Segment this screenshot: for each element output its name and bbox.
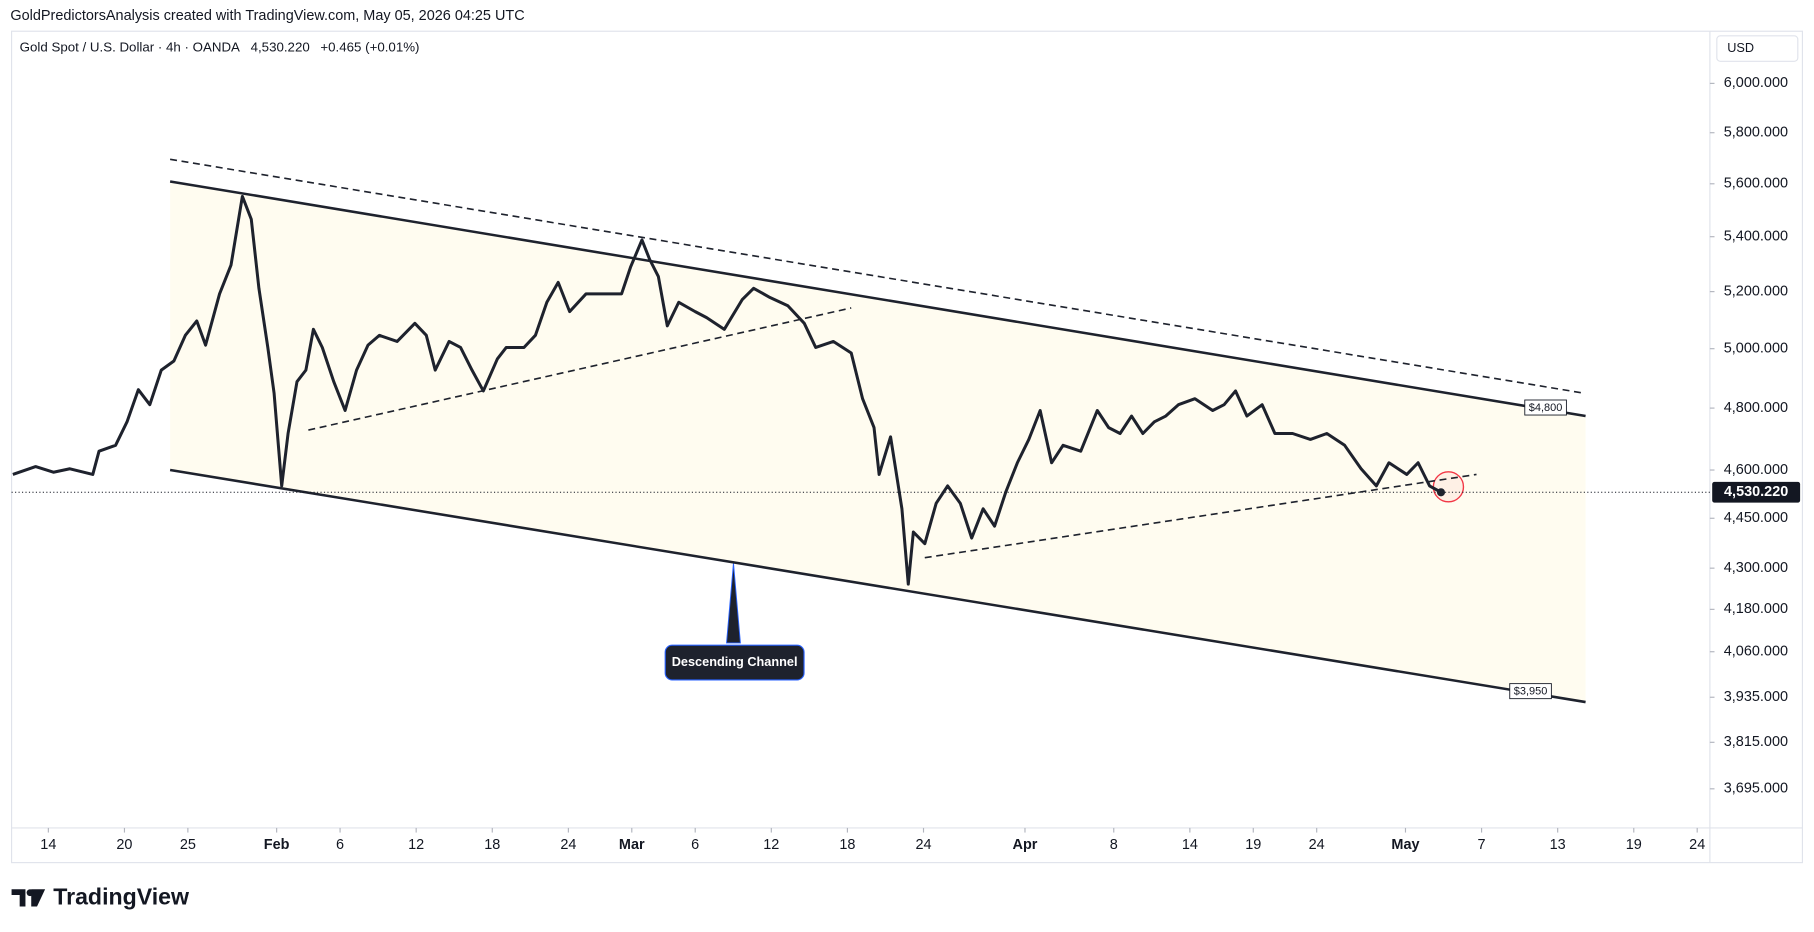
- x-tick-label: 24: [1689, 837, 1705, 853]
- channel-fill: [170, 181, 1586, 703]
- last-price-tag: [1712, 481, 1801, 503]
- y-tick-label: 5,600.000: [1724, 176, 1788, 192]
- x-tick-label: 18: [839, 837, 855, 853]
- x-tick-label: 14: [1182, 837, 1198, 853]
- last-price-label: 4,530.220: [1724, 484, 1788, 500]
- attribution: GoldPredictorsAnalysis created with Trad…: [10, 8, 524, 24]
- x-tick-label: 12: [408, 837, 424, 853]
- trendline: [308, 307, 852, 431]
- chart-frame: [10, 30, 1804, 864]
- legend-price: 4,530.220: [251, 39, 310, 54]
- price-label: $3,950: [1514, 686, 1548, 698]
- y-tick-label: 3,935.000: [1724, 689, 1788, 705]
- x-tick-label: Apr: [1013, 837, 1038, 853]
- y-tick-label: 4,180.000: [1724, 601, 1788, 617]
- callout-text: Descending Channel: [672, 654, 798, 669]
- y-tick-label: 4,600.000: [1724, 462, 1788, 478]
- legend-title: Gold Spot / U.S. Dollar · 4h · OANDA: [20, 39, 240, 54]
- x-tick-label: Feb: [264, 837, 290, 853]
- y-tick-label: 3,695.000: [1724, 781, 1788, 797]
- callout-box: [664, 644, 805, 681]
- x-tick-label: 24: [915, 837, 931, 853]
- x-tick-label: 6: [691, 837, 699, 853]
- legend-change: +0.465 (+0.01%): [320, 39, 419, 54]
- channel-fill: [170, 181, 1586, 703]
- price-label-box: [1509, 683, 1552, 700]
- x-tick-label: 13: [1550, 837, 1566, 853]
- x-tick-label: 12: [763, 837, 779, 853]
- x-tick-label: 19: [1245, 837, 1261, 853]
- price-label-box: [1524, 399, 1567, 416]
- highlight-circle: [1432, 471, 1465, 503]
- y-tick-label: 5,400.000: [1724, 229, 1788, 245]
- trendline: [169, 468, 1586, 704]
- x-tick-label: 25: [180, 837, 196, 853]
- y-tick-label: 4,800.000: [1724, 400, 1788, 416]
- x-tick-label: 24: [560, 837, 576, 853]
- price-line: [12, 194, 1442, 586]
- x-tick-label: 7: [1478, 837, 1486, 853]
- x-tick-label: May: [1391, 837, 1419, 853]
- trendline: [169, 180, 1586, 418]
- y-tick-label: 6,000.000: [1724, 75, 1788, 91]
- x-tick-label: 18: [484, 837, 500, 853]
- y-unit: USD: [1727, 40, 1754, 55]
- x-tick-label: 24: [1309, 837, 1325, 853]
- last-price-dot: [1436, 488, 1446, 497]
- trendline: [169, 158, 1584, 394]
- x-tick-label: 8: [1110, 837, 1118, 853]
- unit-box[interactable]: [1716, 35, 1799, 62]
- y-tick-label: 4,300.000: [1724, 560, 1788, 576]
- x-tick-label: Mar: [619, 837, 645, 853]
- x-tick-label: 6: [336, 837, 344, 853]
- brand-logo: [11, 889, 46, 907]
- y-tick-label: 3,815.000: [1724, 734, 1788, 750]
- x-tick-label: 19: [1626, 837, 1642, 853]
- callout-pointer: [726, 563, 741, 644]
- x-tick-label: 20: [116, 837, 132, 853]
- y-tick-label: 4,060.000: [1724, 644, 1788, 660]
- brand: TradingView: [53, 884, 190, 910]
- y-tick-label: 4,450.000: [1724, 510, 1788, 526]
- x-tick-label: 14: [40, 837, 56, 853]
- y-tick-label: 5,800.000: [1724, 125, 1788, 141]
- legend: Gold Spot / U.S. Dollar · 4h · OANDA 4,5…: [20, 39, 420, 54]
- y-tick-label: 5,000.000: [1724, 341, 1788, 357]
- price-label: $4,800: [1529, 402, 1563, 414]
- trendline: [924, 473, 1477, 559]
- y-tick-label: 5,200.000: [1724, 283, 1788, 299]
